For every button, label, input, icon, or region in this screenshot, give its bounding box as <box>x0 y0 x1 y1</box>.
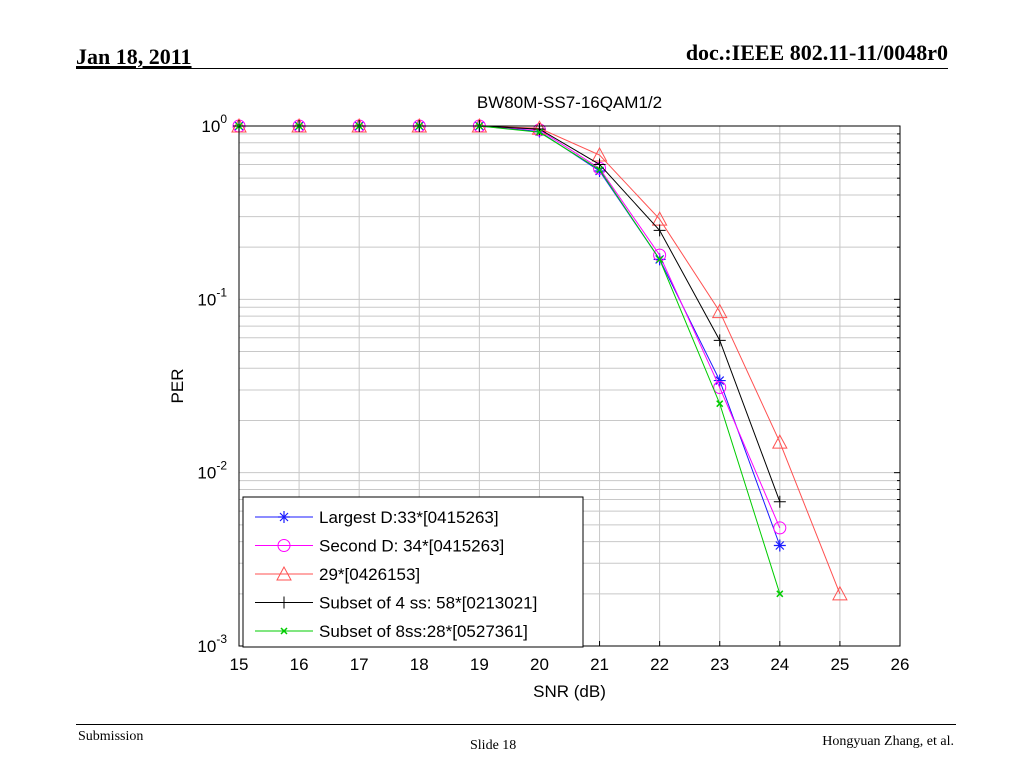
marker-circle <box>653 248 667 262</box>
y-tick-label: 10-1 <box>197 285 227 309</box>
legend-label: Second D: 34*[0415263] <box>319 537 504 556</box>
chart-title: BW80M-SS7-16QAM1/2 <box>477 93 662 112</box>
x-tick-label: 26 <box>891 655 910 674</box>
x-tick-label: 15 <box>230 655 249 674</box>
marker-triangle <box>276 565 292 581</box>
marker-plus <box>593 158 606 171</box>
marker-plus <box>653 224 666 237</box>
marker-x <box>656 255 664 263</box>
marker-star <box>773 539 786 552</box>
slide-date: Jan 18, 2011 <box>76 44 192 69</box>
marker-plus <box>773 495 786 508</box>
x-tick-label: 20 <box>530 655 549 674</box>
y-tick-label: 100 <box>201 112 227 136</box>
marker-triangle <box>832 585 848 601</box>
document-id: doc.:IEEE 802.11-11/0048r0 <box>685 40 948 65</box>
header-rule <box>76 68 948 69</box>
y-tick-base: 10 <box>197 290 216 309</box>
footer-author: Hongyuan Zhang, et al. <box>822 734 954 749</box>
legend: Largest D:33*[0415263] Second D: 34*[0415… <box>242 496 584 648</box>
marker-x <box>535 128 543 136</box>
marker-triangle <box>711 303 728 319</box>
legend-label: Subset of 8ss:28*[0527361] <box>319 622 528 641</box>
footer-submission: Submission <box>78 729 144 744</box>
x-tick-label: 24 <box>770 655 789 674</box>
footer-rule <box>76 724 956 725</box>
y-axis-label: PER <box>168 369 187 404</box>
legend-label: Subset of 4 ss: 58*[0213021] <box>319 594 537 613</box>
y-tick-base: 10 <box>201 117 220 136</box>
marker-plus <box>713 334 726 347</box>
marker-circle <box>773 521 787 535</box>
y-tick-base: 10 <box>197 464 216 483</box>
y-tick-exponent: -2 <box>216 459 227 473</box>
marker-star <box>593 165 606 178</box>
x-tick-label: 17 <box>350 655 369 674</box>
x-tick-label: 25 <box>830 655 849 674</box>
x-tick-label: 21 <box>590 655 609 674</box>
x-tick-label: 19 <box>470 655 489 674</box>
marker-star <box>278 511 290 523</box>
marker-x <box>716 400 724 408</box>
marker-x <box>776 590 784 598</box>
marker-star <box>713 374 726 387</box>
marker-triangle <box>771 434 788 449</box>
x-tick-label: 16 <box>290 655 309 674</box>
x-axis-label: SNR (dB) <box>533 682 606 701</box>
x-tick-label: 23 <box>710 655 729 674</box>
marker-circle <box>277 539 291 552</box>
y-tick-label: 10-3 <box>197 632 227 656</box>
marker-x <box>596 166 604 174</box>
x-tick-label: 22 <box>650 655 669 674</box>
legend-label: 29*[0426153] <box>319 565 420 584</box>
marker-plus <box>278 596 290 609</box>
legend-label: Largest D:33*[0415263] <box>319 508 499 527</box>
y-tick-label: 10-2 <box>197 459 227 483</box>
slide-number: Slide 18 <box>470 738 517 753</box>
marker-circle <box>713 380 727 394</box>
y-tick-exponent: -1 <box>216 285 227 299</box>
y-tick-base: 10 <box>197 637 216 656</box>
y-tick-exponent: -3 <box>216 632 227 646</box>
x-tick-label: 18 <box>410 655 429 674</box>
legend-box <box>242 496 584 648</box>
marker-x <box>280 627 288 635</box>
y-tick-exponent: 0 <box>220 112 227 126</box>
